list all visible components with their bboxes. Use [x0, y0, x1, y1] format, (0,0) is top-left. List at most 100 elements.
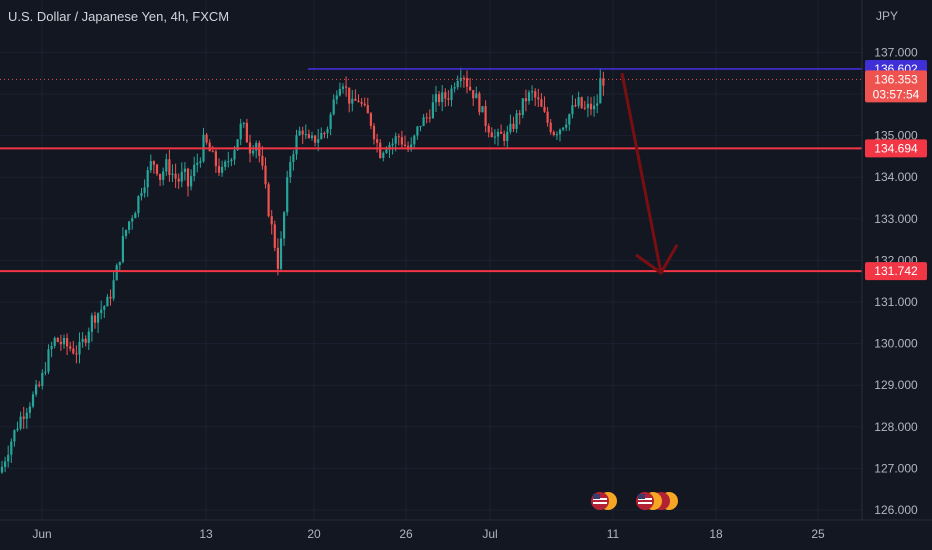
- time-tick-label: 11: [607, 527, 620, 541]
- candle-body: [416, 126, 419, 136]
- candle-body: [329, 114, 332, 130]
- candle-body: [403, 144, 407, 146]
- down-arrow-drawing[interactable]: [620, 72, 679, 276]
- candle-body: [146, 170, 149, 188]
- candle-body: [100, 309, 103, 314]
- candle-body: [500, 131, 503, 134]
- candle-body: [301, 130, 304, 135]
- candle-body: [555, 134, 558, 136]
- candle-body: [121, 235, 124, 262]
- candle-body: [267, 184, 270, 217]
- time-tick-label: 26: [399, 527, 413, 541]
- price-tick-label: 130.000: [874, 337, 918, 351]
- candle-body: [351, 98, 354, 104]
- candle-body: [391, 143, 394, 146]
- economic-events[interactable]: [591, 492, 678, 510]
- candle-body: [118, 261, 121, 266]
- candle-body: [369, 113, 372, 126]
- candle-body: [320, 133, 323, 140]
- symbol-title[interactable]: U.S. Dollar / Japanese Yen, 4h, FXCM: [8, 9, 230, 24]
- candle-body: [273, 224, 276, 248]
- candle-body: [53, 337, 56, 347]
- candle-body: [332, 99, 335, 115]
- candle-body: [124, 229, 128, 236]
- us-flag-event-icon[interactable]: [591, 492, 617, 510]
- time-scale-bg: [0, 520, 932, 550]
- time-scale[interactable]: Jun 13 20 26 Jul 11 18 25: [0, 519, 932, 550]
- candle-body: [345, 86, 348, 88]
- candle-body: [97, 313, 100, 323]
- candle-body: [292, 154, 295, 162]
- candle-body: [366, 105, 369, 114]
- candle-body: [589, 103, 593, 110]
- candle-body: [586, 103, 589, 109]
- candle-body: [190, 176, 193, 187]
- candle-body: [326, 129, 329, 134]
- candle-body: [382, 152, 385, 158]
- candle-body: [419, 125, 422, 127]
- price-tick-label: 126.000: [874, 503, 918, 517]
- candle-body: [137, 196, 140, 214]
- candle-body: [543, 106, 546, 112]
- candle-body: [236, 139, 239, 151]
- candle-body: [261, 155, 264, 166]
- candle-body: [242, 122, 245, 124]
- candle-body: [180, 171, 183, 182]
- candle-body: [59, 341, 62, 345]
- candle-body: [0, 466, 4, 473]
- candle-body: [66, 338, 69, 347]
- candle-body: [527, 92, 531, 102]
- price-scale[interactable]: 127.000 126.000 128.000 129.000 130.000 131.0…: [861, 0, 932, 520]
- candle-body: [217, 166, 221, 173]
- candle-body: [171, 173, 174, 175]
- candle-body: [444, 92, 447, 99]
- candle-body: [75, 353, 78, 355]
- candle-body: [469, 86, 472, 91]
- candle-body: [304, 134, 307, 136]
- candle-body: [177, 178, 180, 182]
- candle-body: [462, 77, 465, 79]
- arrow-head: [635, 244, 679, 276]
- time-tick-label: 18: [709, 527, 723, 541]
- candle-body: [168, 159, 171, 175]
- candle-body: [159, 173, 162, 180]
- candle-body: [360, 101, 363, 104]
- candle-body: [186, 168, 190, 187]
- candle-body: [475, 93, 478, 99]
- candle-body: [196, 162, 199, 165]
- candle-body: [580, 97, 583, 108]
- candle-body: [72, 348, 75, 354]
- candle-body: [562, 127, 565, 130]
- us-flag-event-icon[interactable]: [636, 492, 678, 510]
- candle-body: [7, 454, 10, 462]
- candle-body: [552, 131, 555, 135]
- candle-body: [109, 296, 112, 299]
- candle-body: [509, 123, 512, 132]
- candle-body: [25, 412, 28, 419]
- candle-body: [568, 114, 571, 125]
- candle-body: [44, 371, 47, 373]
- candle-body: [239, 123, 242, 140]
- candle-body: [478, 93, 481, 113]
- candle-body: [279, 238, 283, 269]
- candle-body: [323, 133, 326, 135]
- candle-body: [385, 149, 388, 153]
- time-tick-label: Jul: [482, 527, 497, 541]
- candle-body: [245, 122, 248, 143]
- price-tick-label: 131.000: [874, 295, 918, 309]
- candle-body: [28, 406, 31, 413]
- candle-body: [199, 161, 202, 163]
- candle-body: [422, 117, 425, 126]
- candle-body: [599, 78, 602, 104]
- candle-body: [549, 122, 552, 132]
- candle-body: [531, 91, 534, 93]
- candle-body: [22, 416, 25, 419]
- candle-body: [174, 173, 177, 179]
- candle-body: [258, 142, 261, 156]
- candle-body: [413, 135, 416, 145]
- candle-body: [310, 135, 314, 138]
- candle-body: [376, 139, 379, 143]
- candle-body: [38, 384, 41, 386]
